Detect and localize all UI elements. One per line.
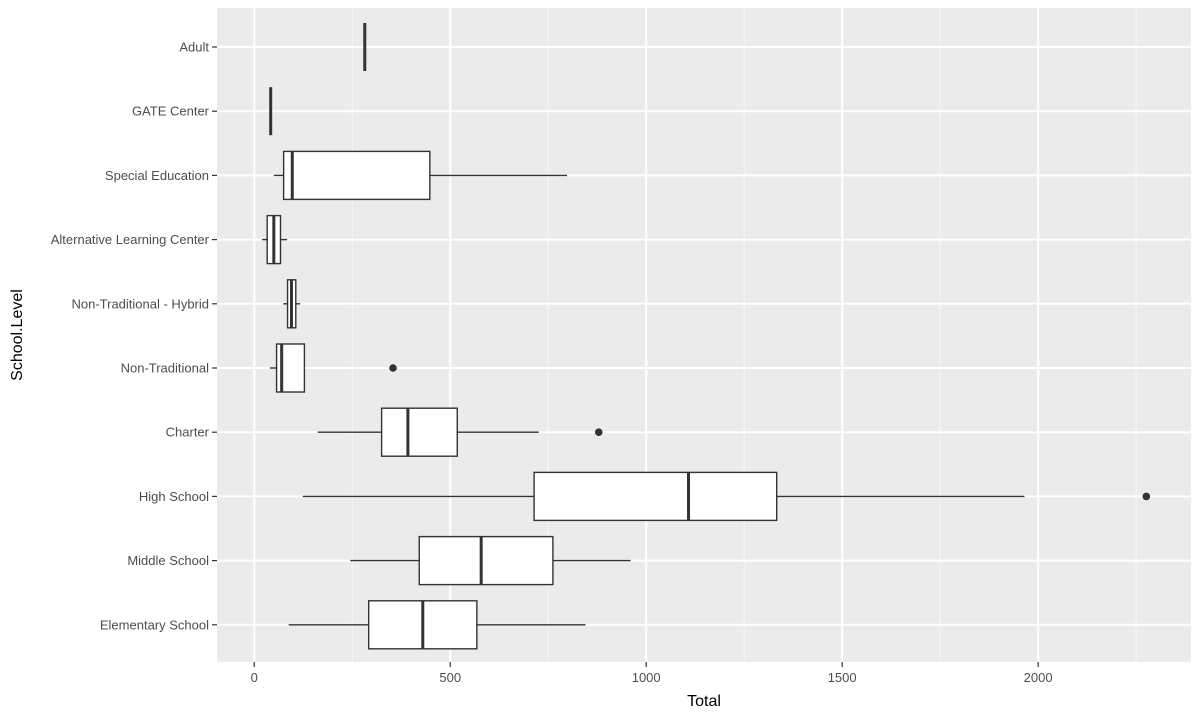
box-charter — [317, 407, 603, 457]
x-tick-label: 2000 — [1024, 670, 1053, 685]
y-axis-title: School.Level — [9, 289, 26, 381]
y-tick-label: High School — [139, 489, 209, 504]
box-elementary-school — [288, 600, 586, 650]
x-tick-label: 1500 — [828, 670, 857, 685]
outlier-point — [389, 364, 397, 372]
box-iqr — [533, 471, 778, 522]
y-tick-label: Alternative Learning Center — [51, 232, 210, 247]
box-special-education — [273, 150, 568, 201]
x-tick-label: 1000 — [632, 670, 661, 685]
y-tick-label: Non-Traditional — [121, 361, 210, 376]
axis-layer: Adult GATE Center Special Education Alterna… — [51, 40, 1053, 686]
y-tick-label: Elementary School — [100, 617, 209, 632]
box-high-school — [302, 471, 1151, 522]
y-tick-label: Special Education — [105, 168, 209, 183]
box-middle-school — [350, 535, 631, 586]
box-alternative-learning-center — [262, 214, 288, 265]
x-tick-label: 0 — [251, 670, 258, 685]
y-tick-label: GATE Center — [132, 104, 210, 119]
x-tick-label: 500 — [439, 670, 461, 685]
y-tick-label: Non-Traditional - Hybrid — [71, 296, 209, 311]
outlier-point — [1142, 492, 1151, 501]
outlier-point — [594, 428, 603, 437]
x-axis-title: Total — [687, 693, 721, 710]
y-tick-label: Middle School — [127, 553, 209, 568]
box-non-traditional-hybrid — [283, 279, 301, 329]
box-iqr — [282, 150, 431, 201]
box-non-traditional — [269, 343, 397, 393]
box-iqr — [418, 535, 554, 586]
y-tick-label: Adult — [179, 40, 209, 55]
y-tick-label: Charter — [166, 425, 210, 440]
plot-panel — [217, 8, 1191, 662]
box-layer — [262, 23, 1151, 650]
box-iqr — [380, 407, 458, 457]
